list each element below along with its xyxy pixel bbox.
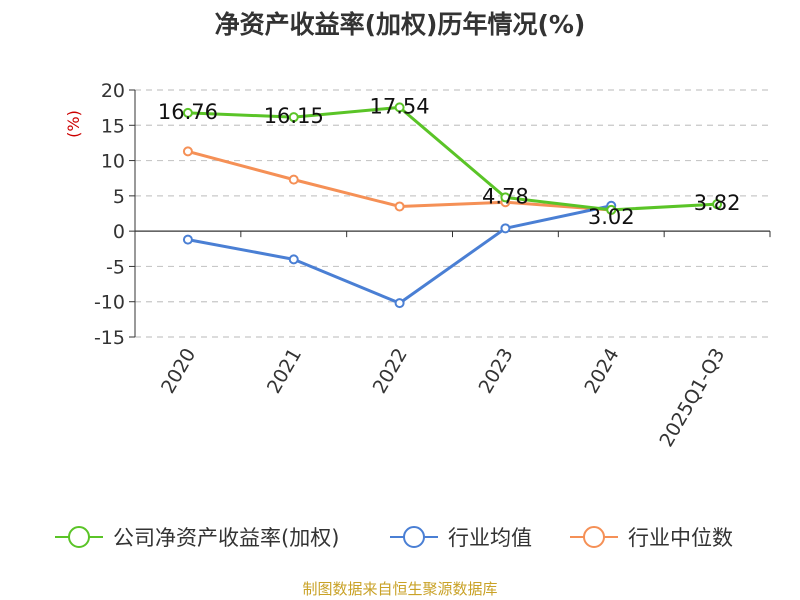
- data-point: [500, 223, 511, 234]
- legend-label: 行业均值: [448, 526, 532, 550]
- data-point: [394, 298, 405, 309]
- x-tick-label: 2021: [263, 345, 306, 398]
- y-axis-ticks: 20 15 10 5 0 -5 -10 -15: [94, 80, 136, 349]
- data-label: 16.76: [158, 100, 218, 124]
- data-point: [288, 174, 299, 185]
- y-tick-label: 20: [101, 80, 125, 102]
- y-tick-label: 15: [101, 115, 125, 137]
- y-tick-label: 0: [113, 221, 125, 243]
- y-tick-label: -15: [94, 327, 125, 349]
- y-tick-label: 10: [101, 151, 125, 173]
- data-label: 17.54: [370, 94, 430, 118]
- x-tick-label: 2022: [369, 345, 412, 398]
- legend-label: 行业中位数: [628, 526, 733, 550]
- x-tick-label: 2020: [157, 345, 200, 398]
- y-tick-label: -10: [94, 292, 125, 314]
- data-label: 4.78: [482, 184, 529, 208]
- data-source-note: 制图数据来自恒生聚源数据库: [302, 580, 497, 598]
- y-axis-unit-label: (%): [64, 110, 83, 138]
- data-point: [394, 201, 405, 212]
- y-tick-label: 5: [113, 186, 125, 208]
- legend-marker: [68, 526, 90, 548]
- series-line: [187, 204, 612, 305]
- data-label: 16.15: [264, 104, 324, 128]
- series-lines: [182, 102, 723, 309]
- data-point: [712, 199, 723, 210]
- legend-item[interactable]: 行业均值: [390, 526, 532, 550]
- data-point: [182, 146, 193, 157]
- chart-title: 净资产收益率(加权)历年情况(%): [215, 10, 586, 39]
- legend[interactable]: 公司净资产收益率(加权) 行业均值 行业中位数: [55, 526, 733, 550]
- data-point: [288, 112, 299, 123]
- data-point: [182, 107, 193, 118]
- data-label: 3.82: [694, 191, 741, 215]
- data-point: [288, 254, 299, 265]
- legend-marker: [583, 526, 605, 548]
- legend-item[interactable]: 行业中位数: [570, 526, 733, 550]
- series-line: [187, 105, 718, 212]
- data-point: [500, 192, 511, 203]
- data-point: [606, 204, 617, 215]
- x-tick-label: 2025Q1-Q3: [655, 345, 729, 451]
- grid-lines: [135, 89, 770, 338]
- data-labels: 16.76 16.15 17.54 4.78 3.02 3.82: [158, 94, 741, 228]
- x-tick-label: 2024: [580, 345, 623, 398]
- x-tick-label: 2023: [475, 345, 518, 398]
- y-tick-label: -5: [106, 256, 125, 278]
- data-label: 3.02: [588, 205, 635, 229]
- legend-marker: [403, 526, 425, 548]
- legend-label: 公司净资产收益率(加权): [113, 526, 339, 550]
- data-point: [182, 234, 193, 245]
- data-point: [394, 102, 405, 113]
- legend-item[interactable]: 公司净资产收益率(加权): [55, 526, 339, 550]
